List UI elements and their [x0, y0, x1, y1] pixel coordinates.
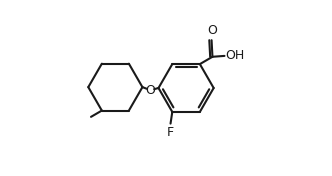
- Text: O: O: [145, 84, 155, 97]
- Text: OH: OH: [225, 49, 245, 62]
- Text: O: O: [207, 24, 217, 37]
- Text: F: F: [167, 126, 174, 139]
